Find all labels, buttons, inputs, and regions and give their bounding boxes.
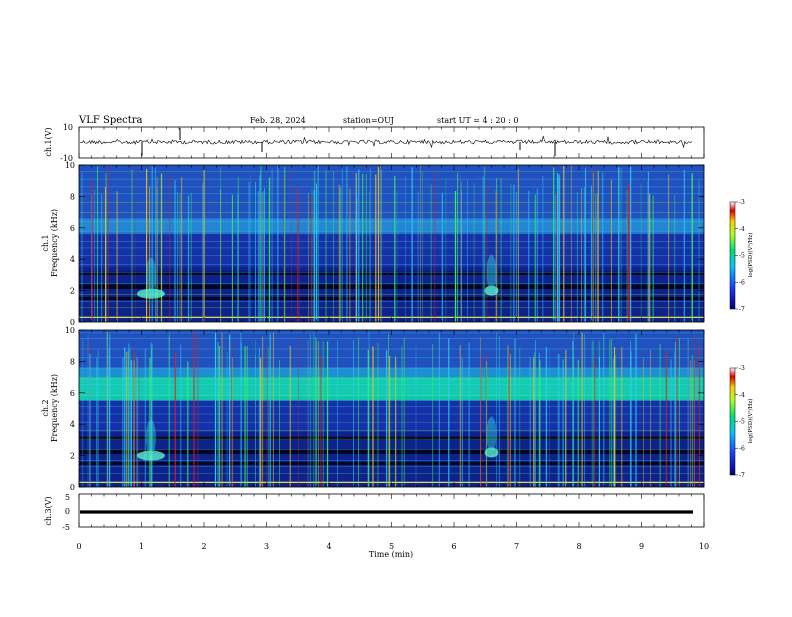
spectrogram-emission: [484, 285, 499, 296]
spectrogram-ytick-label: 4: [70, 420, 75, 429]
ch1-ytick-bottom: -10: [60, 154, 73, 163]
ch1-spectrogram-channel-label: ch.1: [41, 234, 50, 251]
ch2-colorbar: -3 -4 -5 -6 -7 log(PSD)(V²/Hz): [729, 365, 754, 479]
ch1-ylabel: ch.1(V): [44, 127, 53, 156]
spectrogram-dark-band: [79, 449, 704, 455]
colorbar-tick-label: -7: [739, 306, 745, 313]
spectrogram-ytick-label: 8: [70, 192, 75, 201]
ch1-spectrogram-ylabel: Frequency (kHz): [50, 209, 59, 277]
ch3-ytick-bottom: -5: [62, 523, 70, 532]
spectrogram-emission-tail: [486, 254, 497, 291]
ch1-spectrogram-image: [79, 165, 704, 322]
spectrogram-emission-tail: [145, 419, 156, 456]
colorbar-tick-label: -4: [739, 226, 745, 233]
time-tick-label: 4: [326, 542, 331, 551]
ch2-spectrogram-image: [79, 330, 704, 487]
spectrogram-dark-band: [79, 461, 704, 466]
ch1-colorbar-label: log(PSD)(V²/Hz): [747, 233, 754, 278]
spectrogram-ytick-label: 4: [70, 255, 75, 264]
header-start-time: start UT = 4 : 20 : 0: [437, 116, 518, 125]
ch2-spectrogram-channel-label: ch.2: [41, 399, 50, 416]
colorbar-tick-label: -6: [739, 445, 745, 452]
ch1-colorbar: -3 -4 -5 -6 -7 log(PSD)(V²/Hz): [729, 199, 754, 313]
spectrogram-dark-band: [79, 436, 704, 440]
colorbar-tick-label: -4: [739, 392, 745, 399]
ch1-spectrogram-panel: 0 2 4 6 8 10 ch.1 Frequency (kHz): [41, 161, 705, 327]
spectrogram-ytick-label: 2: [70, 287, 75, 296]
colorbar-tick-label: -6: [739, 279, 745, 286]
spectrogram-ytick-label: 0: [70, 483, 75, 492]
spectrogram-ytick-label: 10: [65, 326, 75, 335]
spectrogram-6khz-band: [79, 218, 704, 235]
colorbar-tick-label: -7: [739, 472, 745, 479]
spectrogram-emission: [484, 447, 499, 458]
spectrogram-emission: [136, 288, 165, 299]
time-tick-label: 10: [699, 542, 709, 551]
ch1-spectrogram-yticks: 0 2 4 6 8 10: [65, 161, 704, 327]
spectrogram-dark-band: [79, 284, 704, 290]
time-tick-label: 0: [76, 542, 81, 551]
spectrogram-6khz-band: [79, 377, 704, 401]
ch2-colorbar-label: log(PSD)(V²/Hz): [747, 399, 754, 444]
ch1-colorbar-gradient: [729, 201, 736, 310]
time-axis-label: Time (min): [369, 550, 413, 559]
spectrogram-ytick-label: 8: [70, 357, 75, 366]
spectrogram-dark-band: [79, 271, 704, 275]
spectrogram-ytick-label: 6: [70, 224, 75, 233]
colorbar-tick-label: -5: [739, 419, 745, 426]
spectrogram-ytick-label: 10: [65, 161, 75, 170]
header-date: Feb. 28, 2024: [250, 116, 306, 125]
ch2-colorbar-ticks: -3 -4 -5 -6 -7: [735, 365, 745, 479]
ch3-waveform-panel: 5 0 -5 ch.3(V): [44, 493, 705, 532]
ch2-colorbar-gradient: [729, 367, 736, 476]
ch1-waveform-trace: [79, 136, 693, 149]
colorbar-tick-label: -3: [739, 365, 745, 372]
time-tick-label: 9: [639, 542, 644, 551]
ch1-waveform-frame: [78, 126, 705, 159]
ch1-waveform-panel: 10 -10 ch.1(V): [44, 123, 705, 163]
time-tick-label: 6: [451, 542, 456, 551]
ch2-spectrogram-yticks: 0 2 4 6 8 10: [65, 326, 704, 492]
spectrogram-emission: [136, 450, 165, 461]
time-tick-label: 3: [264, 542, 269, 551]
colorbar-tick-label: -5: [739, 253, 745, 260]
spectrogram-ytick-label: 0: [70, 318, 75, 327]
spectrogram-emission-tail: [145, 257, 156, 294]
ch2-spectrogram-ylabel: Frequency (kHz): [50, 374, 59, 442]
time-tick-label: 5: [389, 542, 394, 551]
ch3-ylabel: ch.3(V): [44, 496, 53, 525]
time-axis-ticks: [78, 127, 705, 527]
ch2-spectrogram-panel: 0 2 4 6 8 10 ch.2 Frequency (kHz): [41, 326, 705, 492]
spectrogram-ytick-label: 6: [70, 389, 75, 398]
ch3-ytick-mid: 0: [65, 507, 70, 516]
spectrogram-ytick-label: 2: [70, 452, 75, 461]
time-tick-label: 8: [576, 542, 581, 551]
time-tick-label: 1: [139, 542, 144, 551]
spectrogram-emission-tail: [486, 416, 497, 453]
ch1-ytick-top: 10: [63, 123, 73, 132]
time-tick-label: 7: [514, 542, 519, 551]
spectrogram-dark-band: [79, 296, 704, 301]
time-tick-label: 2: [201, 542, 206, 551]
spectrogram-band-edge: [79, 367, 704, 378]
header-station: station=OUJ: [343, 116, 394, 125]
ch3-ytick-top: 5: [65, 493, 70, 502]
ch1-colorbar-ticks: -3 -4 -5 -6 -7: [735, 199, 745, 313]
time-axis-tick-labels: 0 1 2 3 4 5 6 7 8 9 10: [76, 542, 709, 551]
colorbar-tick-label: -3: [739, 199, 745, 206]
figure-title: VLF Spectra: [78, 115, 143, 126]
